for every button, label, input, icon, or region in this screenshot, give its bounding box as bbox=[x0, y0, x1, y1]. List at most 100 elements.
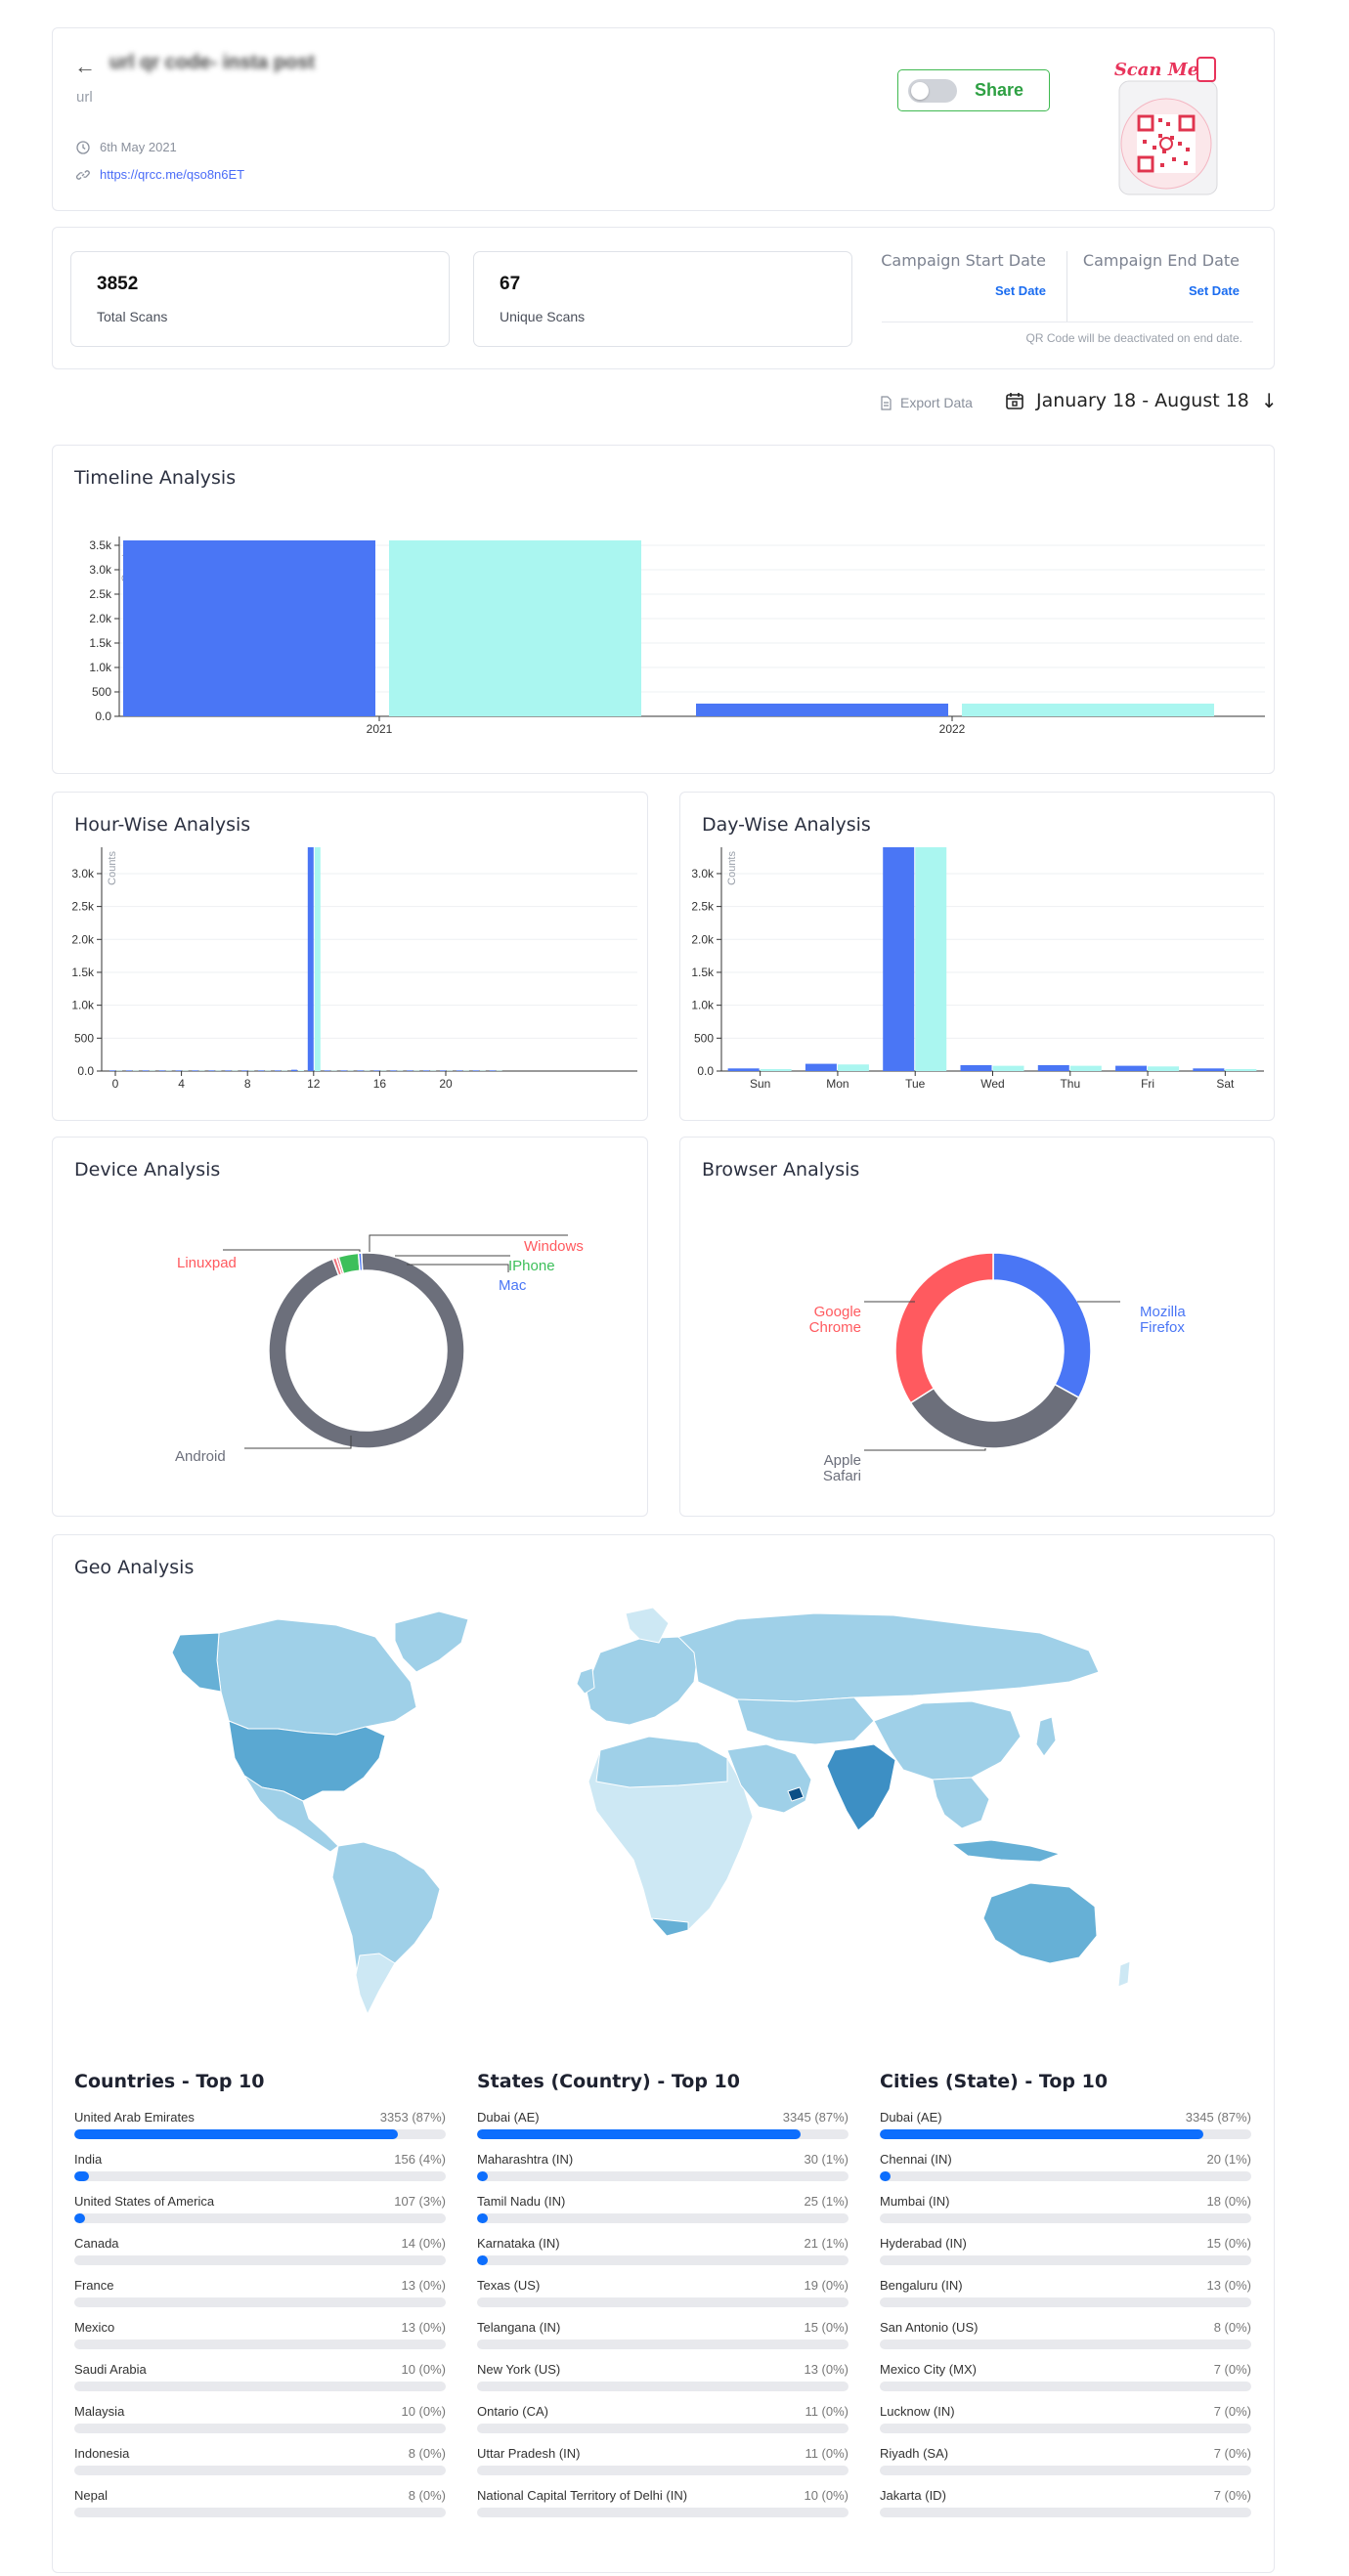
map-australia bbox=[982, 1882, 1098, 1964]
bar bbox=[314, 847, 321, 1071]
bar bbox=[805, 1063, 837, 1071]
top-list-value: 30 (1%) bbox=[804, 2152, 849, 2167]
x-tick-label: 8 bbox=[244, 1077, 251, 1091]
progress-track bbox=[74, 2171, 446, 2181]
leader-line bbox=[864, 1448, 986, 1451]
device-label: Linuxpad bbox=[177, 1255, 237, 1271]
top-list-value: 10 (0%) bbox=[401, 2404, 446, 2419]
share-toggle-switch[interactable] bbox=[908, 78, 957, 103]
top-list-item: Malaysia 10 (0%) bbox=[74, 2404, 446, 2446]
top-list-value: 19 (0%) bbox=[804, 2278, 849, 2293]
world-map[interactable] bbox=[53, 1535, 1276, 2063]
top-list-name: National Capital Territory of Delhi (IN) bbox=[477, 2488, 688, 2503]
top-list-item: Chennai (IN) 20 (1%) bbox=[880, 2152, 1251, 2194]
top-list-row: Dubai (AE) 3345 (87%) bbox=[880, 2110, 1251, 2125]
map-north-africa bbox=[595, 1736, 728, 1788]
bar bbox=[1115, 1065, 1148, 1071]
top-list-name: Hyderabad (IN) bbox=[880, 2236, 967, 2251]
top-list-value: 8 (0%) bbox=[1213, 2320, 1251, 2335]
bar bbox=[307, 847, 314, 1071]
y-tick-label: 0.0 bbox=[697, 1064, 714, 1078]
y-tick-label: 2.5k bbox=[691, 900, 715, 914]
deactivate-note: QR Code will be deactivated on end date. bbox=[1025, 331, 1242, 345]
bar bbox=[1069, 1065, 1102, 1071]
x-tick-label: 2021 bbox=[367, 722, 393, 736]
top-list-item: Tamil Nadu (IN) 25 (1%) bbox=[477, 2194, 849, 2236]
timeline-title: Timeline Analysis bbox=[74, 467, 237, 489]
geo-analysis-card: Geo Analysis bbox=[52, 1534, 1275, 2573]
top-list-item: Mexico 13 (0%) bbox=[74, 2320, 446, 2362]
bar bbox=[290, 1069, 297, 1071]
progress-track bbox=[74, 2466, 446, 2475]
device-label: IPhone bbox=[508, 1258, 555, 1274]
donut-slice bbox=[357, 1252, 364, 1272]
top-list-value: 10 (0%) bbox=[804, 2488, 849, 2503]
top-list-row: United Arab Emirates 3353 (87%) bbox=[74, 2110, 446, 2125]
donut-slice bbox=[909, 1383, 1080, 1449]
bar bbox=[158, 1070, 165, 1071]
progress-track bbox=[880, 2255, 1251, 2265]
created-date: 6th May 2021 bbox=[100, 140, 177, 154]
top-list-value: 3345 (87%) bbox=[782, 2110, 849, 2125]
map-canada bbox=[216, 1618, 417, 1736]
bar bbox=[1193, 1068, 1225, 1071]
progress-fill bbox=[477, 2213, 489, 2223]
top-list-row: San Antonio (US) 8 (0%) bbox=[880, 2320, 1251, 2335]
bar bbox=[225, 1070, 232, 1071]
map-china bbox=[873, 1700, 1022, 1781]
back-arrow-icon[interactable]: ← bbox=[74, 54, 96, 78]
leader-line bbox=[407, 1264, 509, 1272]
date-row: 6th May 2021 bbox=[76, 140, 177, 154]
top-list-value: 8 (0%) bbox=[408, 2446, 446, 2461]
progress-track bbox=[477, 2466, 849, 2475]
progress-track bbox=[74, 2213, 446, 2223]
top-list-value: 15 (0%) bbox=[1206, 2236, 1251, 2251]
export-data-button[interactable]: Export Data bbox=[880, 395, 973, 410]
browser-label: Google bbox=[814, 1304, 861, 1320]
top-list-row: New York (US) 13 (0%) bbox=[477, 2362, 849, 2377]
timeline-analysis-card: Timeline Analysis 0.0 500 1.0k 1.5k 2.0k 2.5k… bbox=[52, 445, 1275, 774]
progress-track bbox=[477, 2255, 849, 2265]
device-analysis-card: Device Analysis Linuxpad Windows IPhone Mac… bbox=[52, 1137, 648, 1517]
x-tick-label: Wed bbox=[980, 1077, 1004, 1091]
top-list-value: 18 (0%) bbox=[1206, 2194, 1251, 2209]
y-tick-label: 2.0k bbox=[691, 932, 715, 946]
share-label: Share bbox=[975, 80, 1024, 100]
progress-fill bbox=[477, 2171, 489, 2181]
top-list-item: Saudi Arabia 10 (0%) bbox=[74, 2362, 446, 2404]
top-list-name: Nepal bbox=[74, 2488, 108, 2503]
top-list-value: 13 (0%) bbox=[804, 2362, 849, 2377]
map-uae bbox=[787, 1786, 805, 1802]
progress-track bbox=[880, 2297, 1251, 2307]
top-list-item: Hyderabad (IN) 15 (0%) bbox=[880, 2236, 1251, 2278]
top-list-name: San Antonio (US) bbox=[880, 2320, 979, 2335]
bar bbox=[357, 1070, 364, 1071]
progress-track bbox=[477, 2508, 849, 2517]
set-start-date-link[interactable]: Set Date bbox=[994, 283, 1046, 298]
hour-title: Hour-Wise Analysis bbox=[74, 814, 251, 836]
x-tick-label: Mon bbox=[826, 1077, 849, 1091]
qr-code-thumbnail[interactable]: Scan Me bbox=[1113, 46, 1221, 198]
x-tick-label: Sat bbox=[1216, 1077, 1235, 1091]
top-list-item: Mumbai (IN) 18 (0%) bbox=[880, 2194, 1251, 2236]
set-end-date-link[interactable]: Set Date bbox=[1188, 283, 1240, 298]
date-range-picker[interactable]: January 18 - August 18 ↓ bbox=[1005, 389, 1278, 412]
progress-track bbox=[880, 2171, 1251, 2181]
top-list-item: Canada 14 (0%) bbox=[74, 2236, 446, 2278]
y-tick-label: 0.0 bbox=[95, 709, 111, 723]
top-list-item: National Capital Territory of Delhi (IN)… bbox=[477, 2488, 849, 2530]
bar bbox=[407, 1070, 413, 1071]
progress-track bbox=[880, 2129, 1251, 2139]
y-tick-label: 3.0k bbox=[71, 867, 95, 880]
top-list-row: Texas (US) 19 (0%) bbox=[477, 2278, 849, 2293]
qr-short-link[interactable]: https://qrcc.me/qso8n6ET bbox=[100, 167, 245, 182]
y-tick-label: 1.5k bbox=[89, 636, 112, 650]
x-tick-label: 20 bbox=[439, 1077, 453, 1091]
bar bbox=[727, 1068, 760, 1071]
bar bbox=[192, 1070, 198, 1071]
scan-stats-card: 3852 Total Scans 67 Unique Scans Campaig… bbox=[52, 227, 1275, 369]
top-list-row: Saudi Arabia 10 (0%) bbox=[74, 2362, 446, 2377]
leader-line bbox=[223, 1249, 361, 1252]
top-list-value: 11 (0%) bbox=[805, 2446, 849, 2461]
share-toggle-button[interactable]: Share bbox=[897, 69, 1050, 111]
